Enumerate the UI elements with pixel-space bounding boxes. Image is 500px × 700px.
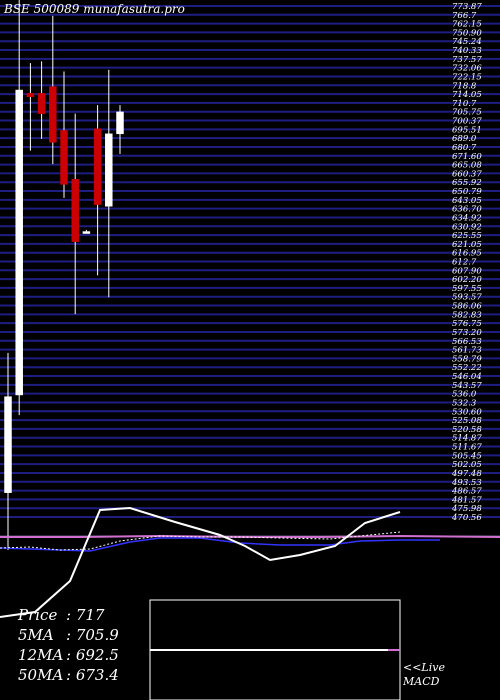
price-axis-label: 505.45 xyxy=(452,451,482,461)
stat-12ma-value: : 692.5 xyxy=(66,646,119,664)
price-axis-label: 636.70 xyxy=(452,205,482,215)
ma-blue-line xyxy=(0,537,440,552)
candle-bear xyxy=(71,179,79,242)
price-axis-label: 586.06 xyxy=(452,302,482,312)
stat-price-label: Price xyxy=(18,606,58,624)
macd-legend: <<Live MACD xyxy=(403,661,445,689)
stat-price: Price : 717 xyxy=(18,605,119,625)
price-axis-label: 625.55 xyxy=(452,231,482,241)
price-axis-label: 714.05 xyxy=(452,90,482,100)
price-axis-label: 630.92 xyxy=(452,222,482,232)
stat-5ma: 5MA : 705.9 xyxy=(18,625,119,645)
price-axis-label: 525.08 xyxy=(452,416,482,426)
price-axis-label: 532.3 xyxy=(452,398,476,408)
stat-50ma-value: : 673.4 xyxy=(66,666,119,684)
price-axis-label: 621.05 xyxy=(452,240,482,250)
stat-12ma-label: 12MA xyxy=(18,646,64,664)
price-axis-label: 497.48 xyxy=(451,469,482,479)
stat-5ma-label: 5MA xyxy=(18,626,54,644)
price-axis-label: 597.55 xyxy=(452,284,482,294)
price-axis-label: 680.7 xyxy=(452,143,477,153)
price-axis-label: 582.83 xyxy=(452,310,482,320)
candle-bull xyxy=(4,396,12,493)
stats-panel: Price : 717 5MA : 705.9 12MA: 692.5 50MA: … xyxy=(18,605,119,685)
price-axis-label: 737.57 xyxy=(452,55,482,65)
price-axis-label: 660.37 xyxy=(452,169,482,179)
stat-50ma-label: 50MA xyxy=(18,666,64,684)
price-axis-label: 552.22 xyxy=(452,363,482,373)
price-axis-label: 612.7 xyxy=(452,258,477,268)
ma-white-line xyxy=(0,506,401,618)
price-axis-label: 514.87 xyxy=(452,434,482,444)
price-axis-label: 493.53 xyxy=(451,478,482,488)
live-label: <<Live xyxy=(403,661,445,674)
ma-pink-line xyxy=(0,534,500,538)
candle-bull xyxy=(82,231,91,234)
price-axis-label: 773.87 xyxy=(452,2,482,12)
candle-bull xyxy=(116,111,124,135)
price-axis-label: 593.57 xyxy=(452,293,482,303)
price-axis-label: 536.0 xyxy=(452,390,477,400)
price-axis-label: 530.60 xyxy=(452,407,482,417)
price-axis-label: 576.75 xyxy=(452,319,482,329)
price-axis-label: 602.20 xyxy=(452,275,482,285)
price-axis-label: 566.53 xyxy=(452,337,482,347)
macd-label: MACD xyxy=(403,675,440,688)
price-axis-label: 750.90 xyxy=(452,28,482,38)
price-axis-label: 745.24 xyxy=(452,37,482,47)
price-axis-label: 710.7 xyxy=(452,99,477,109)
candle-bear xyxy=(93,128,102,205)
candle-bear xyxy=(49,86,57,143)
price-axis-label: 486.57 xyxy=(451,487,482,497)
price-axis-label: 561.73 xyxy=(452,346,482,356)
price-axis-label: 475.98 xyxy=(451,504,482,514)
candle-bull xyxy=(105,133,113,207)
candle-bear xyxy=(26,93,35,98)
stat-5ma-value: : 705.9 xyxy=(66,626,119,644)
price-axis-label: 671.60 xyxy=(452,152,482,162)
price-axis-label: 634.92 xyxy=(452,213,482,223)
price-axis-label: 607.90 xyxy=(452,266,482,276)
price-axis-label: 665.08 xyxy=(452,161,482,171)
price-axis-label: 643.05 xyxy=(452,196,482,206)
price-axis-label: 695.51 xyxy=(452,125,482,135)
price-axis-label: 650.79 xyxy=(452,187,482,197)
price-axis-label: 546.04 xyxy=(452,372,482,382)
price-axis-label: 616.95 xyxy=(452,249,482,259)
price-axis-label: 718.8 xyxy=(452,81,477,91)
candle-bull xyxy=(15,89,23,396)
price-axis-label: 470.56 xyxy=(451,513,482,523)
price-axis-label: 520.58 xyxy=(452,425,482,435)
price-axis-label: 689.0 xyxy=(452,134,477,144)
ma-white-dotted-line xyxy=(0,531,401,551)
price-axis-label: 732.06 xyxy=(452,64,482,74)
price-axis-label: 740.33 xyxy=(452,46,482,56)
stat-price-value: : 717 xyxy=(66,606,105,624)
price-axis-label: 700.37 xyxy=(452,117,482,127)
price-axis-label: 511.67 xyxy=(452,443,482,453)
price-axis-label: 705.75 xyxy=(452,108,482,118)
price-axis-label: 766.7 xyxy=(452,11,477,21)
price-axis-label: 543.57 xyxy=(452,381,482,391)
price-axis-label: 502.05 xyxy=(452,460,482,470)
price-axis-label: 655.92 xyxy=(452,178,482,188)
candle-bear xyxy=(37,93,46,114)
chart-title: BSE 500089 munafasutra.pro xyxy=(4,2,185,16)
candle-bear xyxy=(60,130,68,185)
price-axis-label: 558.79 xyxy=(452,354,482,364)
stat-12ma: 12MA: 692.5 xyxy=(18,645,119,665)
price-axis-label: 481.57 xyxy=(451,495,482,505)
price-axis-label: 573.20 xyxy=(452,328,482,338)
price-axis-label: 722.15 xyxy=(452,72,482,82)
price-axis-label: 762.15 xyxy=(452,20,482,30)
stat-50ma: 50MA: 673.4 xyxy=(18,665,119,685)
